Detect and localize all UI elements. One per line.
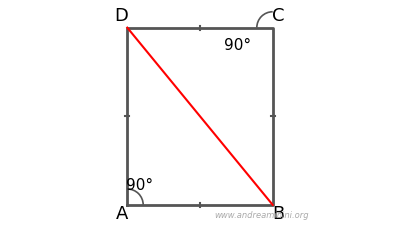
Text: 90°: 90° xyxy=(126,177,153,192)
Text: A: A xyxy=(116,204,128,222)
Text: D: D xyxy=(115,7,128,25)
Text: www.andreaminini.org: www.andreaminini.org xyxy=(214,210,309,218)
Text: C: C xyxy=(272,7,285,25)
Text: B: B xyxy=(272,204,284,222)
Text: 90°: 90° xyxy=(224,38,251,53)
